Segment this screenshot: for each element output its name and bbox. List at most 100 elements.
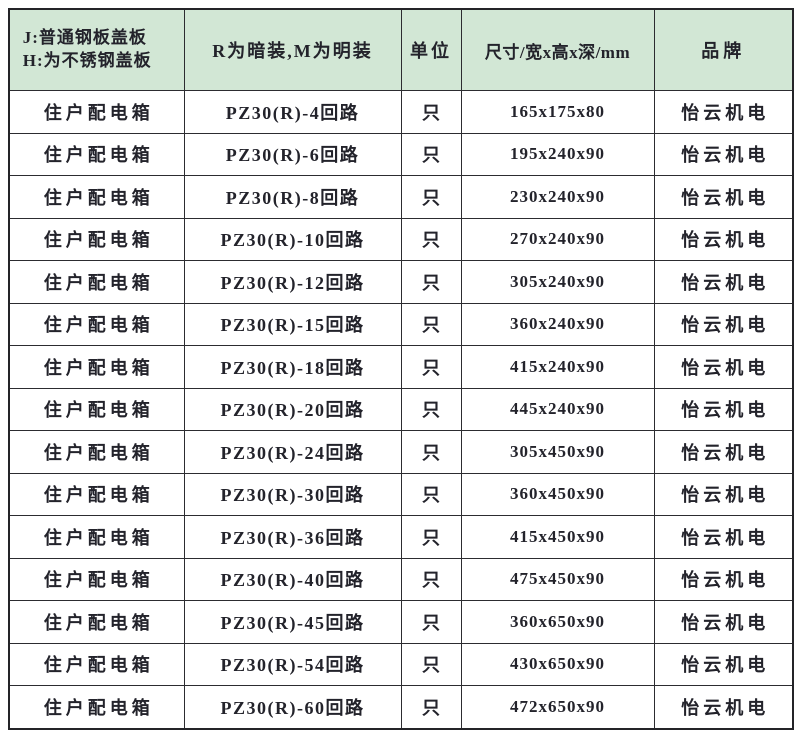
unit-cell: 只 — [400, 302, 462, 346]
size-cell: 270x240x90 — [460, 217, 655, 261]
header-mount-type: R为暗装,M为明装 — [183, 8, 402, 91]
table-row: 住户配电箱 PZ30(R)-10回路 只 270x240x90 怡云机电 — [8, 217, 794, 261]
table-row: 住户配电箱 PZ30(R)-20回路 只 445x240x90 怡云机电 — [8, 387, 794, 431]
table-row: 住户配电箱 PZ30(R)-12回路 只 305x240x90 怡云机电 — [8, 260, 794, 304]
table-row: 住户配电箱 PZ30(R)-18回路 只 415x240x90 怡云机电 — [8, 345, 794, 389]
header-brand: 品牌 — [653, 8, 794, 91]
table-row: 住户配电箱 PZ30(R)-45回路 只 360x650x90 怡云机电 — [8, 600, 794, 644]
model-cell: PZ30(R)-30回路 — [183, 472, 402, 516]
model-cell: PZ30(R)-15回路 — [183, 302, 402, 346]
model-cell: PZ30(R)-24回路 — [183, 430, 402, 474]
brand-cell: 怡云机电 — [653, 685, 794, 729]
unit-cell: 只 — [400, 175, 462, 219]
size-cell: 165x175x80 — [460, 90, 655, 134]
size-cell: 230x240x90 — [460, 175, 655, 219]
product-spec-table: J:普通钢板盖板 H:为不锈钢盖板 R为暗装,M为明装 单位 尺寸/宽x高x深/… — [8, 8, 794, 730]
size-cell: 360x650x90 — [460, 600, 655, 644]
size-cell: 415x450x90 — [460, 515, 655, 559]
header-size: 尺寸/宽x高x深/mm — [460, 8, 655, 91]
product-cell: 住户配电箱 — [8, 302, 185, 346]
product-cell: 住户配电箱 — [8, 260, 185, 304]
model-cell: PZ30(R)-45回路 — [183, 600, 402, 644]
header-cover-type-line1: J:普通钢板盖板 — [22, 28, 147, 48]
unit-cell: 只 — [400, 260, 462, 304]
model-cell: PZ30(R)-36回路 — [183, 515, 402, 559]
brand-cell: 怡云机电 — [653, 557, 794, 601]
table-row: 住户配电箱 PZ30(R)-6回路 只 195x240x90 怡云机电 — [8, 132, 794, 176]
table-row: 住户配电箱 PZ30(R)-8回路 只 230x240x90 怡云机电 — [8, 175, 794, 219]
unit-cell: 只 — [400, 217, 462, 261]
unit-cell: 只 — [400, 515, 462, 559]
product-cell: 住户配电箱 — [8, 345, 185, 389]
brand-cell: 怡云机电 — [653, 302, 794, 346]
product-cell: 住户配电箱 — [8, 472, 185, 516]
table-row: 住户配电箱 PZ30(R)-36回路 只 415x450x90 怡云机电 — [8, 515, 794, 559]
table-row: 住户配电箱 PZ30(R)-54回路 只 430x650x90 怡云机电 — [8, 642, 794, 686]
size-cell: 415x240x90 — [460, 345, 655, 389]
model-cell: PZ30(R)-40回路 — [183, 557, 402, 601]
table-row: 住户配电箱 PZ30(R)-60回路 只 472x650x90 怡云机电 — [8, 685, 794, 729]
header-unit: 单位 — [400, 8, 462, 91]
model-cell: PZ30(R)-12回路 — [183, 260, 402, 304]
product-cell: 住户配电箱 — [8, 600, 185, 644]
brand-cell: 怡云机电 — [653, 175, 794, 219]
unit-cell: 只 — [400, 472, 462, 516]
table-row: 住户配电箱 PZ30(R)-30回路 只 360x450x90 怡云机电 — [8, 472, 794, 516]
model-cell: PZ30(R)-4回路 — [183, 90, 402, 134]
model-cell: PZ30(R)-10回路 — [183, 217, 402, 261]
product-cell: 住户配电箱 — [8, 515, 185, 559]
size-cell: 445x240x90 — [460, 387, 655, 431]
unit-cell: 只 — [400, 600, 462, 644]
unit-cell: 只 — [400, 642, 462, 686]
unit-cell: 只 — [400, 132, 462, 176]
unit-cell: 只 — [400, 557, 462, 601]
header-row: J:普通钢板盖板 H:为不锈钢盖板 R为暗装,M为明装 单位 尺寸/宽x高x深/… — [8, 8, 794, 91]
model-cell: PZ30(R)-8回路 — [183, 175, 402, 219]
product-cell: 住户配电箱 — [8, 132, 185, 176]
header-cover-type: J:普通钢板盖板 H:为不锈钢盖板 — [8, 8, 185, 91]
model-cell: PZ30(R)-60回路 — [183, 685, 402, 729]
table-row: 住户配电箱 PZ30(R)-15回路 只 360x240x90 怡云机电 — [8, 302, 794, 346]
product-cell: 住户配电箱 — [8, 557, 185, 601]
table-row: 住户配电箱 PZ30(R)-4回路 只 165x175x80 怡云机电 — [8, 90, 794, 134]
size-cell: 472x650x90 — [460, 685, 655, 729]
size-cell: 360x240x90 — [460, 302, 655, 346]
product-cell: 住户配电箱 — [8, 90, 185, 134]
brand-cell: 怡云机电 — [653, 132, 794, 176]
brand-cell: 怡云机电 — [653, 345, 794, 389]
table-row: 住户配电箱 PZ30(R)-40回路 只 475x450x90 怡云机电 — [8, 557, 794, 601]
brand-cell: 怡云机电 — [653, 642, 794, 686]
product-cell: 住户配电箱 — [8, 642, 185, 686]
brand-cell: 怡云机电 — [653, 472, 794, 516]
size-cell: 430x650x90 — [460, 642, 655, 686]
product-cell: 住户配电箱 — [8, 217, 185, 261]
unit-cell: 只 — [400, 387, 462, 431]
size-cell: 360x450x90 — [460, 472, 655, 516]
size-cell: 195x240x90 — [460, 132, 655, 176]
brand-cell: 怡云机电 — [653, 90, 794, 134]
brand-cell: 怡云机电 — [653, 387, 794, 431]
product-cell: 住户配电箱 — [8, 175, 185, 219]
size-cell: 305x450x90 — [460, 430, 655, 474]
product-cell: 住户配电箱 — [8, 430, 185, 474]
unit-cell: 只 — [400, 90, 462, 134]
unit-cell: 只 — [400, 345, 462, 389]
table-row: 住户配电箱 PZ30(R)-24回路 只 305x450x90 怡云机电 — [8, 430, 794, 474]
model-cell: PZ30(R)-6回路 — [183, 132, 402, 176]
product-cell: 住户配电箱 — [8, 387, 185, 431]
header-cover-type-line2: H:为不锈钢盖板 — [22, 51, 152, 70]
brand-cell: 怡云机电 — [653, 217, 794, 261]
size-cell: 475x450x90 — [460, 557, 655, 601]
brand-cell: 怡云机电 — [653, 260, 794, 304]
unit-cell: 只 — [400, 430, 462, 474]
size-cell: 305x240x90 — [460, 260, 655, 304]
model-cell: PZ30(R)-20回路 — [183, 387, 402, 431]
unit-cell: 只 — [400, 685, 462, 729]
model-cell: PZ30(R)-54回路 — [183, 642, 402, 686]
product-cell: 住户配电箱 — [8, 685, 185, 729]
brand-cell: 怡云机电 — [653, 515, 794, 559]
model-cell: PZ30(R)-18回路 — [183, 345, 402, 389]
brand-cell: 怡云机电 — [653, 430, 794, 474]
